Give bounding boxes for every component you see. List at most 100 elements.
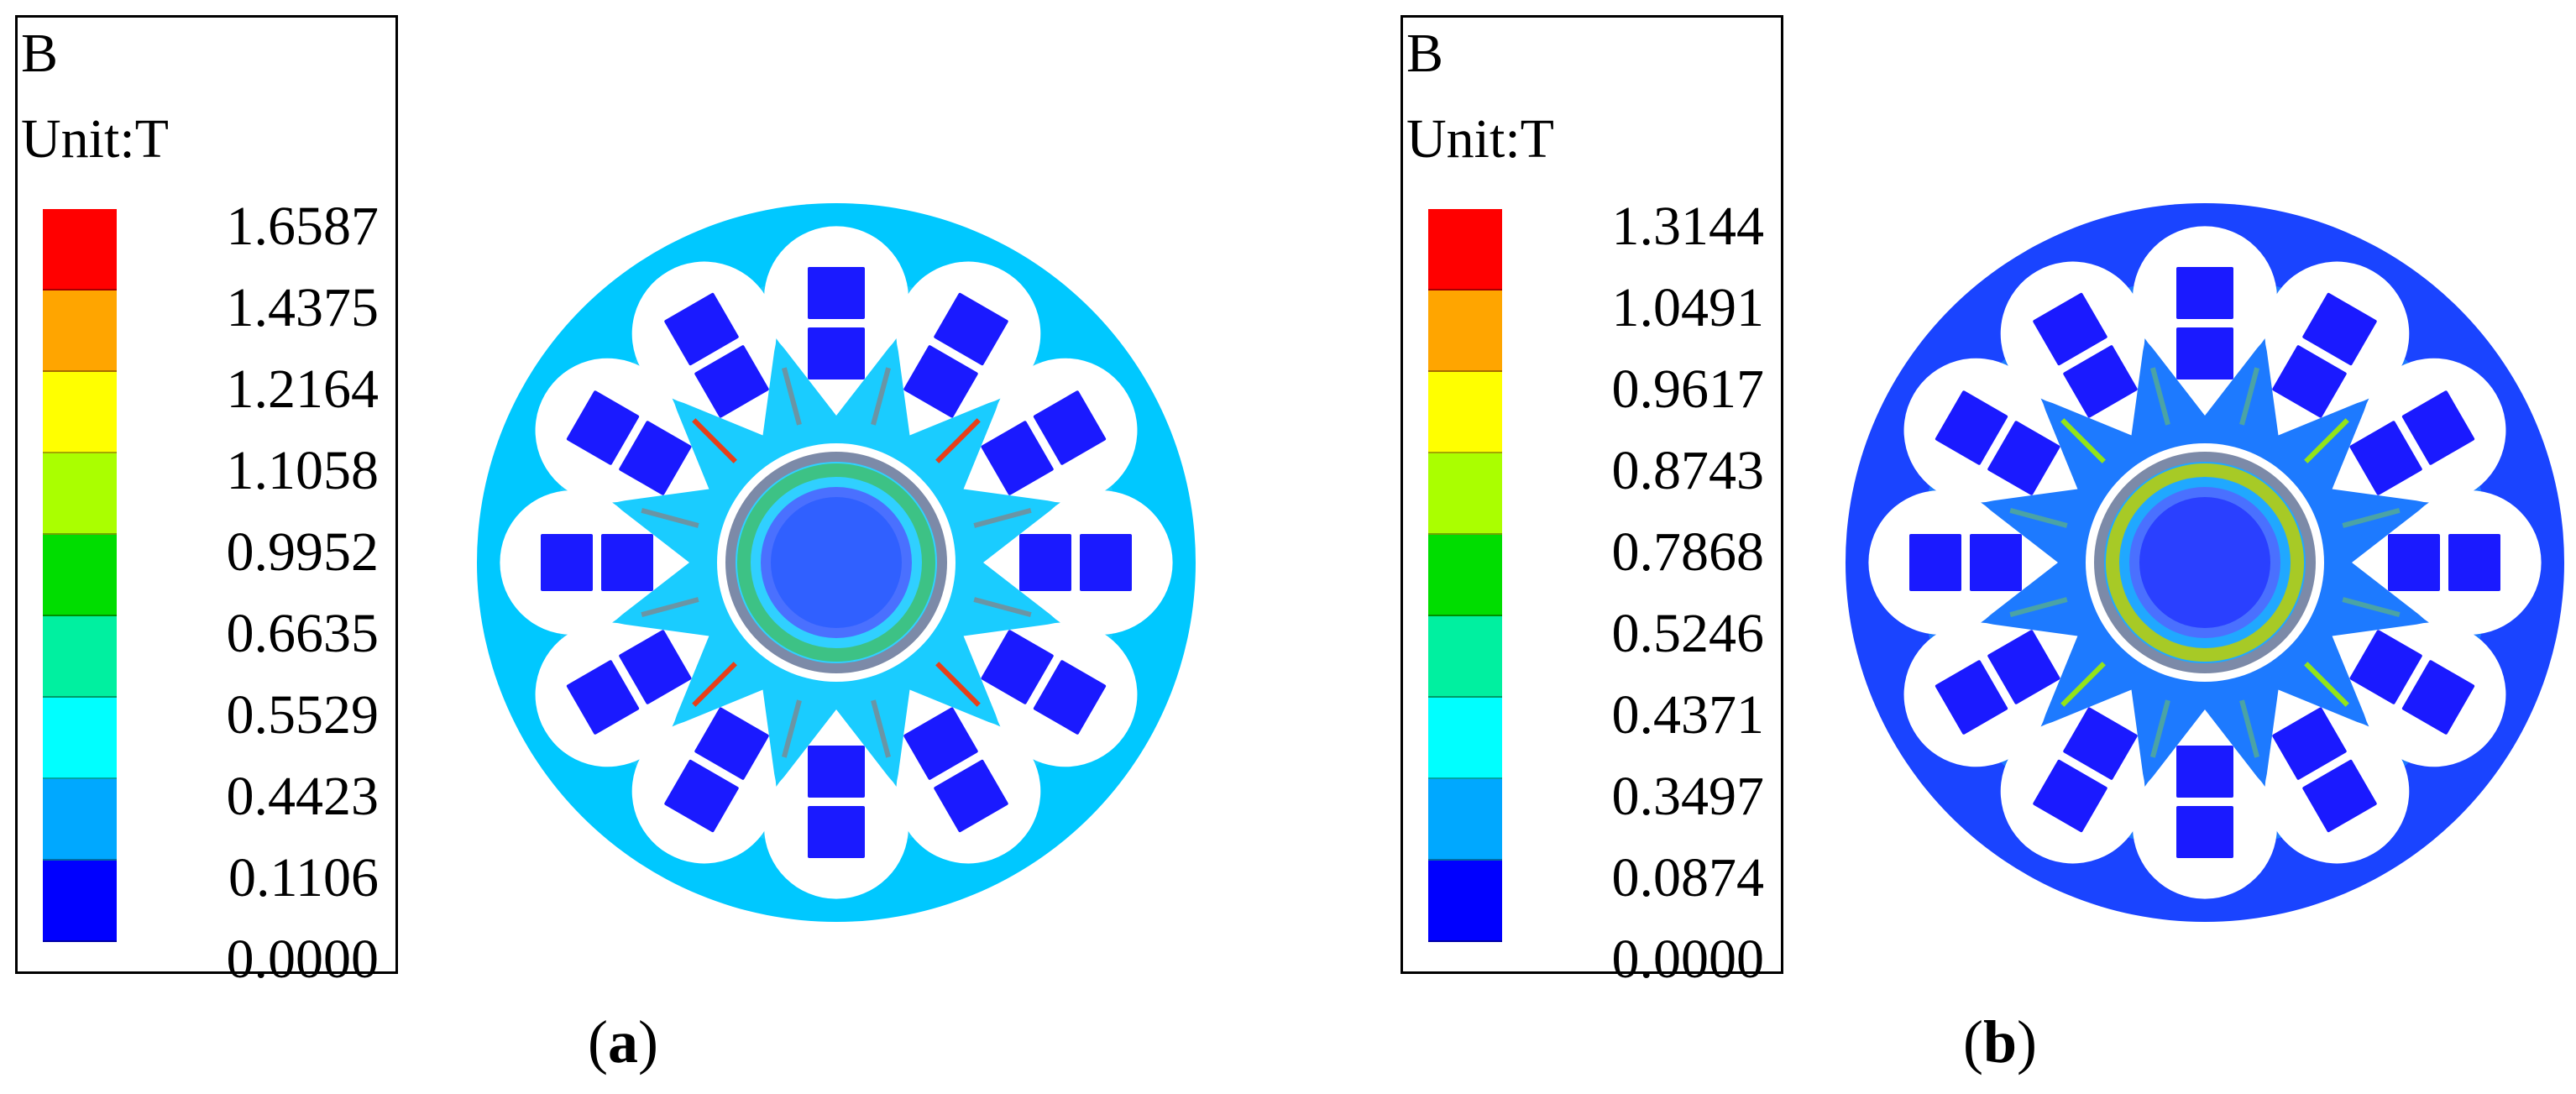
stator-slot (1903, 597, 2078, 767)
tooth-flux-hotspot (2304, 662, 2349, 707)
slot-opening (2352, 490, 2542, 635)
legend-swatch (1428, 616, 1502, 698)
coil-inner (2063, 707, 2138, 780)
coil-inner (619, 630, 692, 704)
legend-swatch (1428, 291, 1502, 372)
coil-inner (981, 421, 1054, 495)
tooth-flux-hotspot (2009, 597, 2068, 618)
legend-tick-label: 0.0000 (1611, 929, 1765, 990)
legend-tick-label: 0.6635 (226, 603, 380, 664)
stator-slot (1903, 358, 2106, 503)
slot-opening (1868, 490, 2058, 635)
coil-inner (903, 345, 978, 418)
coil-inner (808, 746, 865, 798)
coil-inner (2176, 327, 2233, 379)
tooth-flux-hotspot (692, 662, 737, 707)
shaft (2139, 497, 2270, 628)
legend-ticks-b: 1.3144 1.0491 0.9617 0.8743 0.7868 0.5246 0.43… (1521, 186, 1772, 1000)
coil-outer (808, 806, 865, 858)
stator-slot (2133, 226, 2277, 426)
rotor-flux-ring (2106, 463, 2304, 662)
legend-tick-label: 1.1058 (226, 440, 380, 501)
tooth-flux-hotspot (935, 662, 981, 707)
coil-inner (2349, 630, 2422, 704)
tooth-flux-hotspot (871, 367, 892, 426)
legend-swatch (1428, 372, 1502, 453)
legend-tick-label: 0.0874 (1611, 847, 1765, 908)
coil-outer (1080, 534, 1132, 591)
legend-swatch (43, 616, 117, 698)
legend-tick-label: 0.4423 (226, 766, 380, 827)
legend-tick-label: 0.9952 (226, 521, 380, 583)
shaft (771, 497, 902, 628)
tooth-flux-hotspot (2149, 367, 2170, 426)
legend-swatch (43, 453, 117, 535)
panel-b: B Unit:T 1.3144 1.0491 0.9617 0.8743 0.7868 0… (1385, 0, 2576, 1094)
tooth-flux-hotspot (781, 699, 802, 758)
legend-tick-label: 0.9617 (1611, 359, 1765, 420)
coil-outer (1033, 390, 1107, 465)
stator-slot (535, 597, 709, 767)
tooth-flux-hotspot (973, 507, 1032, 528)
tooth-flux-hotspot (871, 699, 892, 758)
coil-outer (2176, 267, 2233, 319)
legend-tick-label: 0.7868 (1611, 521, 1765, 583)
legend-tick-label: 1.3144 (1611, 196, 1765, 257)
coil-outer (1935, 390, 2008, 465)
stator-slot (764, 699, 908, 899)
coil-inner (903, 707, 978, 780)
tooth-flux-hotspot (2149, 699, 2170, 758)
legend-unit-a: Unit:T (21, 108, 169, 170)
tooth-flux-hotspot (641, 507, 699, 528)
tooth-flux-hotspot (641, 597, 699, 618)
stator-slot (764, 226, 908, 426)
tooth-flux-hotspot (2060, 662, 2106, 707)
legend-tick-label: 0.4371 (1611, 684, 1765, 746)
coil-inner (619, 421, 692, 495)
flux-density-map-b (1846, 203, 2564, 922)
coil-outer (664, 292, 739, 366)
legend-swatch (1428, 861, 1502, 942)
legend-tick-label: 0.5529 (226, 684, 380, 746)
legend-swatch (43, 861, 117, 942)
coil-outer (2401, 390, 2475, 465)
legend-a: B Unit:T 1.6587 1.4375 1.2164 1.1058 0.9952 0… (15, 15, 398, 990)
coil-inner (694, 345, 769, 418)
caption-a: (a) (588, 1008, 658, 1076)
legend-unit-b: Unit:T (1406, 108, 1554, 170)
legend-swatch (43, 291, 117, 372)
coil-inner (601, 534, 653, 591)
legend-tick-label: 1.6587 (226, 196, 380, 257)
coil-outer (566, 390, 640, 465)
coil-inner (981, 630, 1054, 704)
coil-outer (1033, 660, 1107, 735)
tooth-flux-hotspot (2239, 367, 2260, 426)
stator-slot (871, 689, 1041, 864)
slot-opening (500, 490, 689, 635)
legend-tick-label: 0.5246 (1611, 603, 1765, 664)
stator-slot (963, 358, 1138, 528)
stator-slot (1868, 490, 2068, 635)
coil-inner (1987, 421, 2060, 495)
coil-outer (2033, 759, 2107, 833)
stator-slot (631, 261, 802, 436)
legend-tick-label: 1.2164 (226, 359, 380, 420)
coil-outer (2401, 660, 2475, 735)
tooth-flux-hotspot (2304, 418, 2349, 463)
coil-outer (2176, 806, 2233, 858)
coil-outer (1909, 534, 1961, 591)
stator-slot (2342, 490, 2542, 635)
legend-quantity-a: B (21, 23, 59, 84)
stator-slot (500, 490, 699, 635)
tooth-flux-hotspot (2342, 597, 2401, 618)
legend-swatch (1428, 453, 1502, 535)
coil-outer (934, 292, 1008, 366)
tooth-flux-hotspot (973, 597, 1032, 618)
coil-inner (1970, 534, 2022, 591)
coil-inner (2063, 345, 2138, 418)
coil-outer (1935, 660, 2008, 735)
coil-outer (2448, 534, 2500, 591)
coil-inner (1019, 534, 1071, 591)
coil-outer (2302, 292, 2377, 366)
coil-inner (694, 707, 769, 780)
